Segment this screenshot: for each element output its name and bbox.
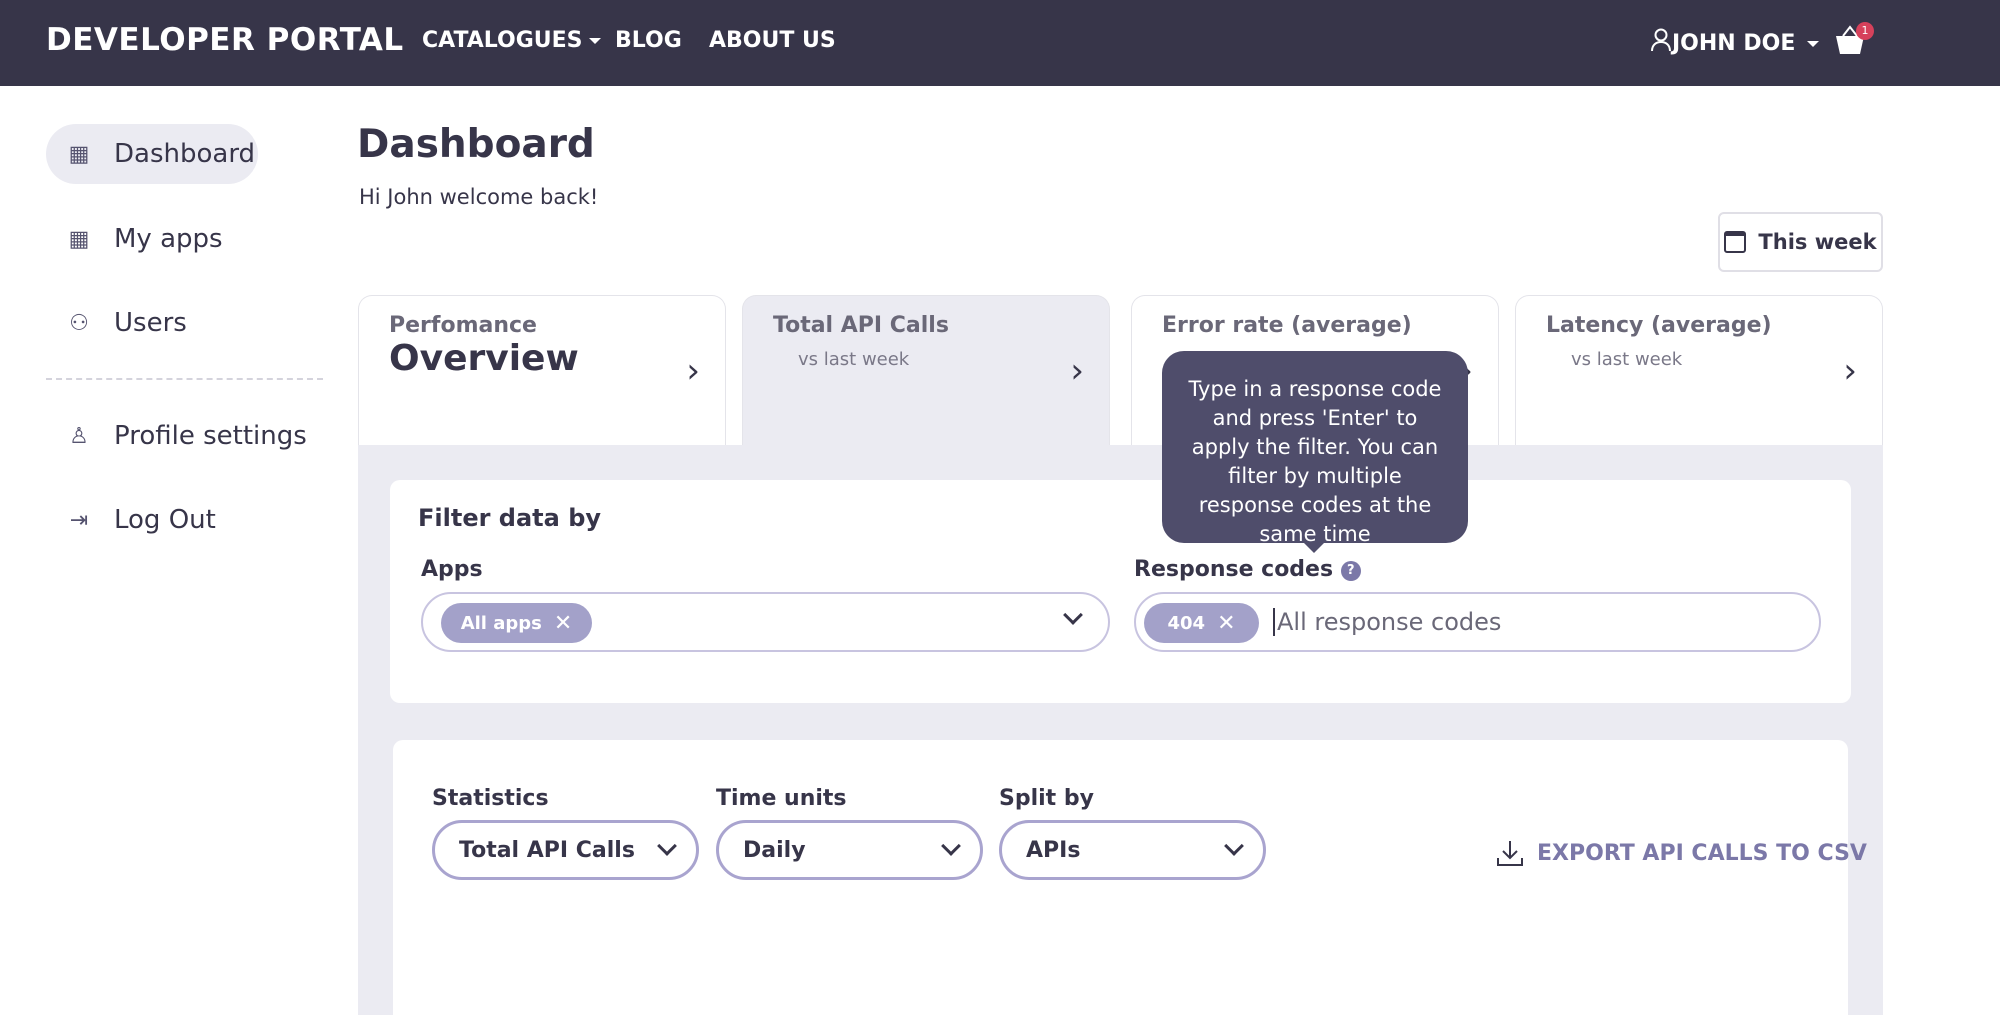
chevron-right-icon: › (1070, 351, 1084, 391)
nav-blog[interactable]: BLOG (615, 28, 682, 53)
card-total-api-calls[interactable]: Total API Calls vs last week › (742, 295, 1110, 445)
stats-card (393, 740, 1848, 1030)
export-csv-button[interactable]: EXPORT API CALLS TO CSV (1495, 838, 1867, 868)
card-sub: vs last week (1571, 349, 1683, 370)
time-units-select[interactable]: Daily (716, 820, 983, 880)
download-icon (1497, 841, 1523, 866)
calendar-icon (1724, 231, 1747, 253)
select-value: APIs (1026, 837, 1081, 863)
user-icon: ♙ (69, 423, 89, 449)
period-label: This week (1758, 230, 1877, 254)
users-icon: ⚇ (69, 310, 89, 336)
chip-label: 404 (1167, 612, 1206, 634)
caret-down-icon (588, 38, 601, 44)
cart-count-badge: 1 (1856, 22, 1874, 40)
user-name: JOHN DOE (1672, 31, 1796, 56)
statistics-label: Statistics (432, 786, 549, 811)
sidebar-item-users[interactable]: ⚇ Users (46, 293, 187, 353)
sidebar-item-profile-settings[interactable]: ♙ Profile settings (46, 406, 307, 466)
card-title: Perfomance (389, 313, 537, 338)
help-icon[interactable]: ? (1340, 561, 1361, 581)
chevron-right-icon: › (686, 351, 700, 391)
time-units-label: Time units (716, 786, 847, 811)
card-big: Overview (389, 338, 579, 379)
sidebar-item-label: Dashboard (114, 139, 256, 169)
response-codes-placeholder[interactable]: All response codes (1273, 608, 1501, 636)
statistics-select[interactable]: Total API Calls (432, 820, 699, 880)
response-codes-label-text: Response codes (1134, 557, 1334, 582)
card-title: Error rate (average) (1162, 313, 1412, 338)
chevron-down-icon (1224, 836, 1244, 856)
top-header: DEVELOPER PORTAL CATALOGUES BLOG ABOUT U… (0, 0, 2000, 86)
response-codes-input[interactable]: 404 ✕ All response codes (1134, 592, 1821, 652)
tooltip-text: Type in a response code and press 'Enter… (1188, 377, 1442, 546)
remove-chip-icon[interactable]: ✕ (553, 610, 573, 636)
response-codes-label: Response codes ? (1134, 557, 1361, 582)
nav-about-us[interactable]: ABOUT US (709, 28, 836, 53)
sidebar-item-label: Users (114, 308, 187, 338)
chevron-down-icon (657, 836, 677, 856)
split-by-label: Split by (999, 786, 1094, 811)
response-codes-tooltip: Type in a response code and press 'Enter… (1162, 351, 1468, 553)
logo[interactable]: DEVELOPER PORTAL (46, 22, 404, 58)
export-label: EXPORT API CALLS TO CSV (1537, 840, 1867, 866)
card-sub: vs last week (798, 349, 910, 370)
apps-select[interactable]: All apps ✕ (421, 592, 1110, 652)
nav-catalogues-label: CATALOGUES (422, 28, 583, 53)
chip-label: All apps (460, 612, 542, 634)
caret-down-icon (1807, 41, 1820, 47)
user-icon (1651, 28, 1671, 52)
apps-label: Apps (421, 557, 483, 582)
sidebar-item-my-apps[interactable]: ▦ My apps (46, 209, 223, 269)
sidebar-item-label: Profile settings (114, 421, 307, 451)
card-performance[interactable]: Perfomance Overview › (358, 295, 726, 445)
sidebar-item-label: My apps (114, 224, 223, 254)
apps-chip: All apps ✕ (441, 603, 592, 643)
sidebar-item-label: Log Out (114, 505, 216, 535)
sidebar-item-log-out[interactable]: ⇥ Log Out (46, 490, 216, 550)
welcome-text: Hi John welcome back! (359, 185, 599, 209)
filter-card: Filter data by Apps All apps ✕ Response c… (390, 480, 1851, 703)
response-code-chip: 404 ✕ (1144, 603, 1259, 643)
split-by-select[interactable]: APIs (999, 820, 1266, 880)
basket-icon (1836, 25, 1864, 54)
cart-button[interactable]: 1 (1834, 22, 1874, 58)
select-value: Daily (743, 837, 806, 863)
chevron-right-icon: › (1843, 351, 1857, 391)
filter-title: Filter data by (418, 504, 602, 532)
logout-icon: ⇥ (69, 507, 89, 533)
page-title: Dashboard (357, 122, 595, 167)
apps-icon: ▦ (68, 226, 90, 252)
card-title: Total API Calls (773, 313, 949, 338)
chevron-down-icon (1063, 605, 1083, 625)
sidebar-divider (46, 378, 323, 380)
card-latency[interactable]: Latency (average) vs last week › (1515, 295, 1883, 445)
nav-catalogues[interactable]: CATALOGUES (422, 28, 601, 53)
user-menu[interactable]: JOHN DOE (1650, 28, 1820, 56)
grid-icon: ▦ (68, 141, 90, 167)
sidebar-item-dashboard[interactable]: ▦ Dashboard (46, 124, 258, 184)
remove-chip-icon[interactable]: ✕ (1217, 610, 1236, 636)
tooltip-arrow (1304, 543, 1324, 553)
select-value: Total API Calls (459, 837, 635, 863)
chevron-down-icon (941, 836, 961, 856)
period-button[interactable]: This week (1718, 212, 1883, 272)
card-title: Latency (average) (1546, 313, 1772, 338)
